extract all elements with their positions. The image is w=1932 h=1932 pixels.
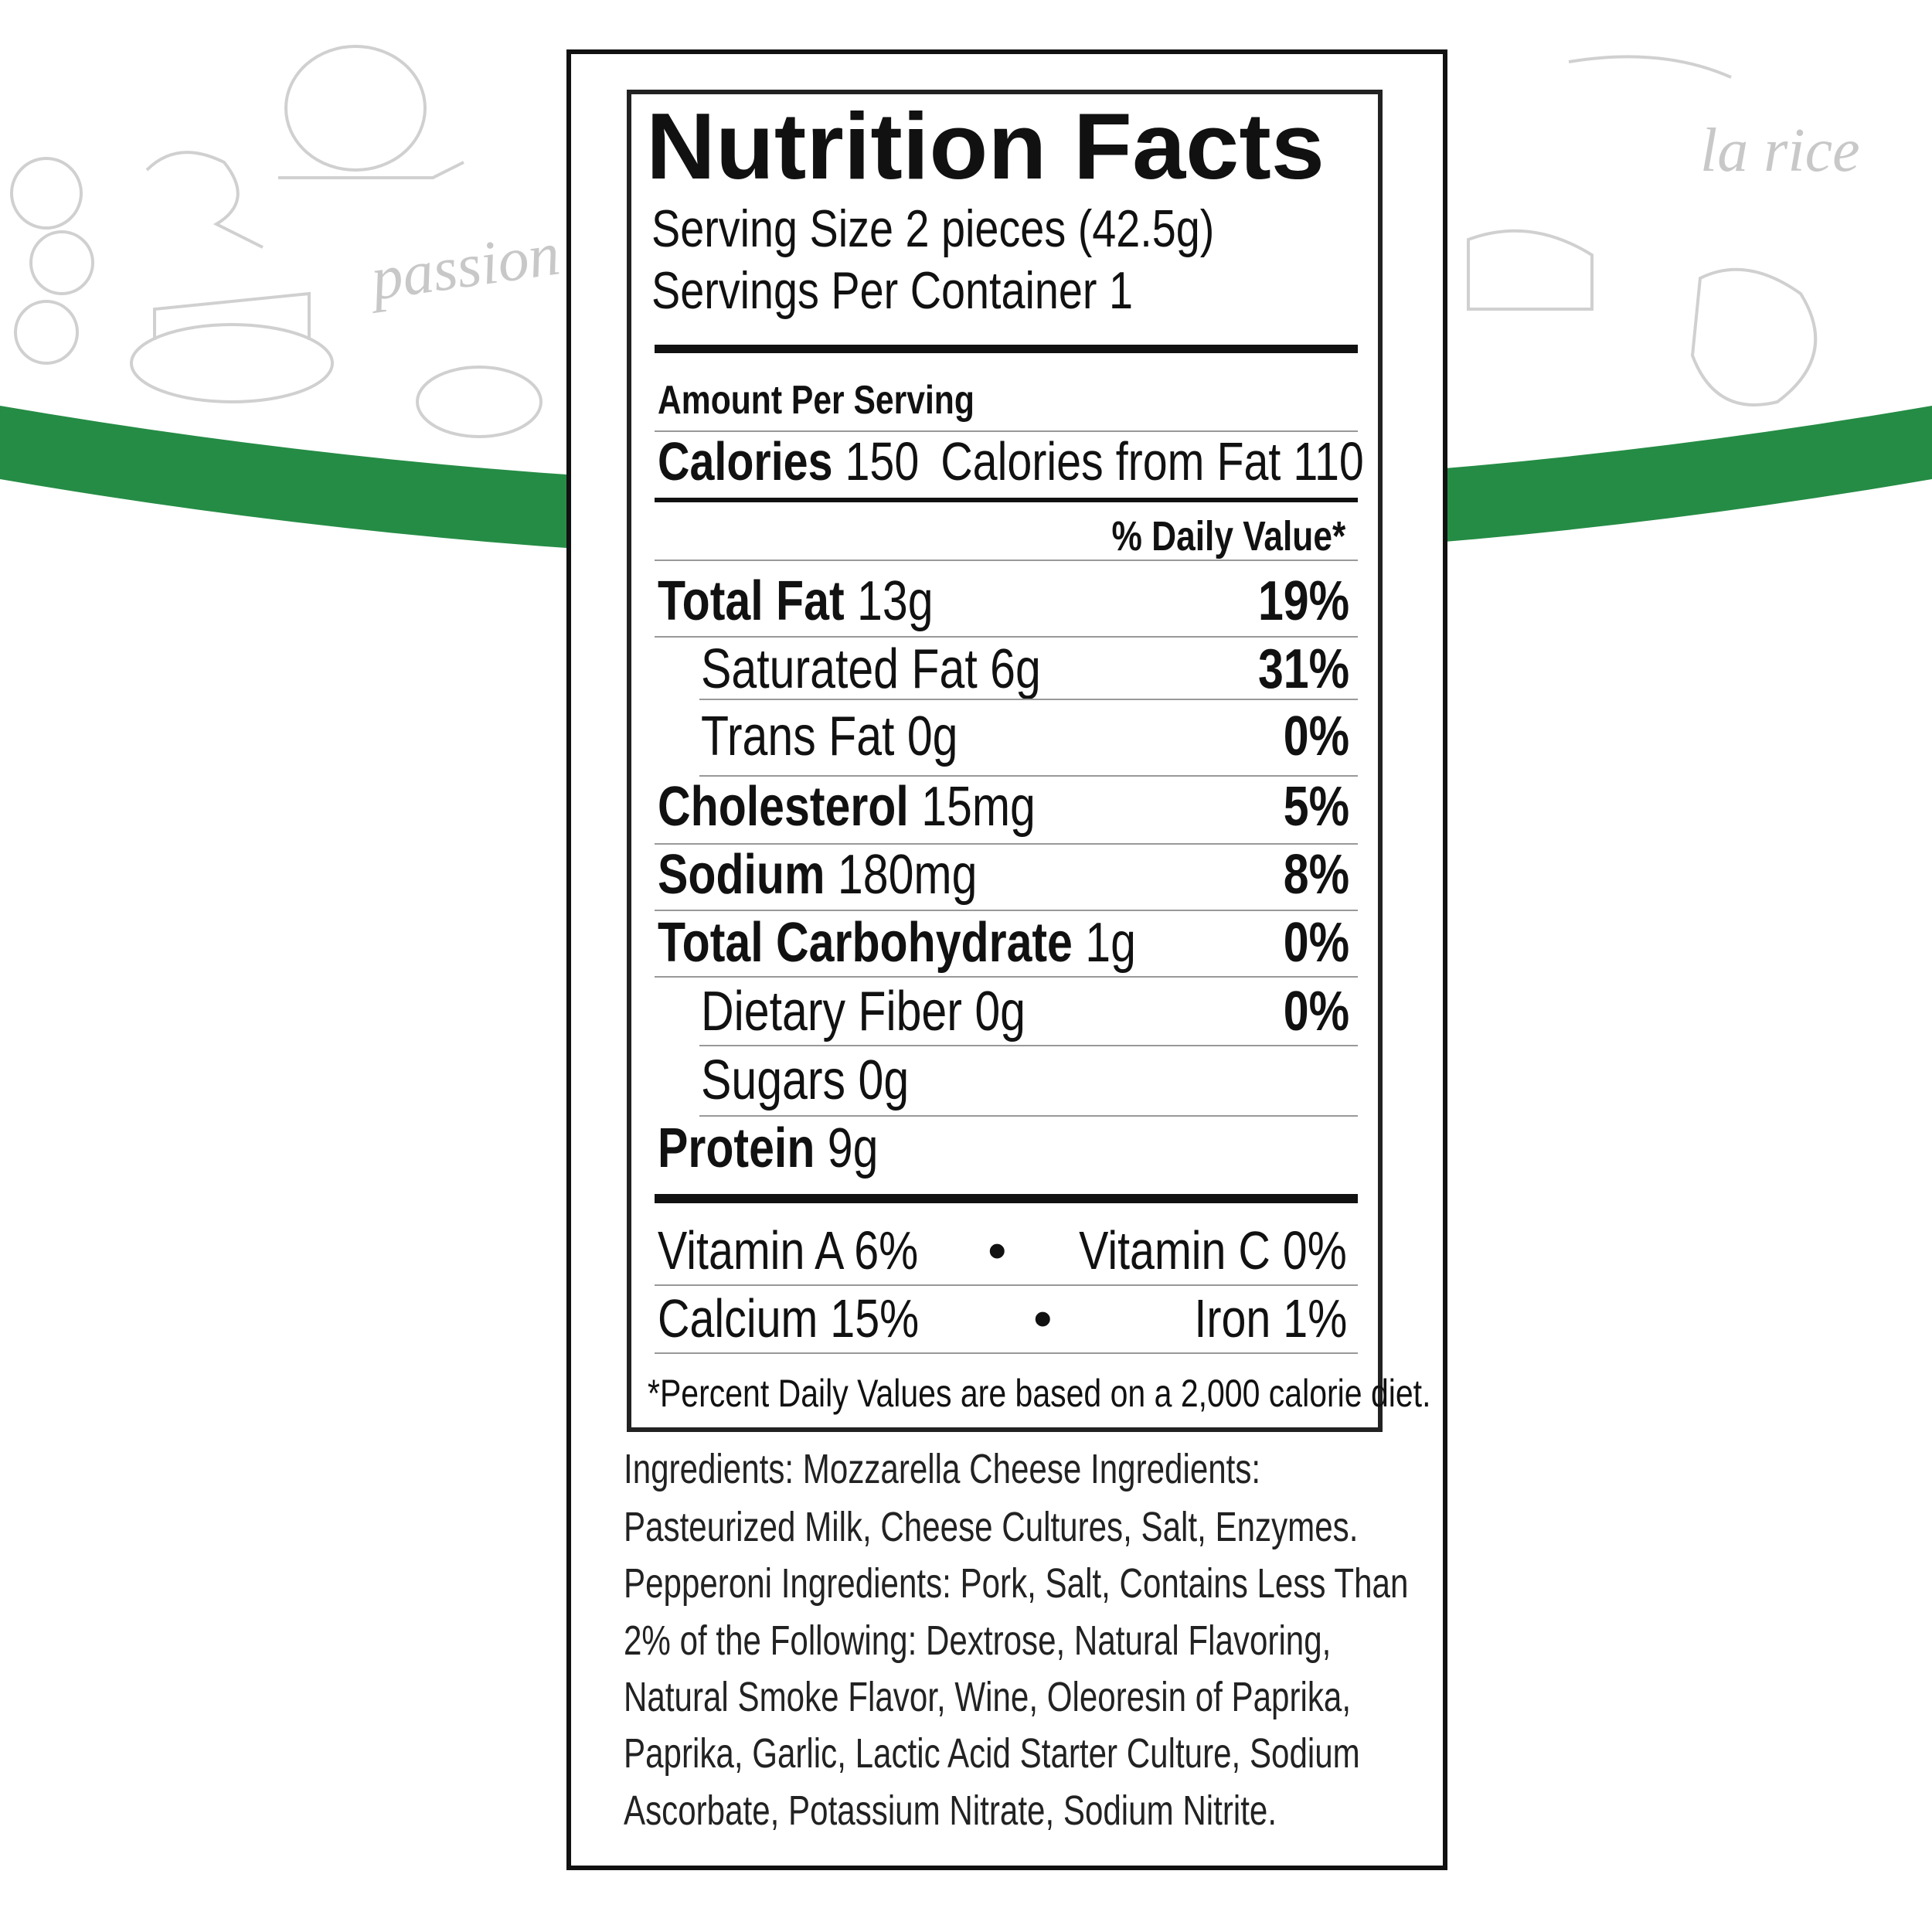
ingredients-line: Ascorbate, Potassium Nitrate, Sodium Nit… [624, 1787, 1277, 1834]
divider [655, 1284, 1358, 1286]
divider [655, 976, 1358, 978]
serving-size: Serving Size 2 pieces (42.5g) [651, 199, 1215, 258]
divider [655, 636, 1358, 638]
green-band [0, 406, 1932, 563]
ingredients-line: 2% of the Following: Dextrose, Natural F… [624, 1617, 1332, 1664]
nutrition-facts-box [627, 90, 1383, 1432]
divider [699, 699, 1358, 700]
ingredients-line: Pasteurized Milk, Cheese Cultures, Salt,… [624, 1504, 1359, 1550]
daily-value-percent: 8% [1283, 844, 1349, 906]
nutrient-row: Dietary Fiber 0g [701, 981, 1026, 1043]
daily-value-header: % Daily Value* [1111, 513, 1345, 560]
nutrient-row: Protein 9g [658, 1117, 879, 1179]
food-sketches [10, 45, 1818, 438]
divider [655, 843, 1358, 845]
divider [655, 1352, 1358, 1354]
nutrition-facts-title: Nutrition Facts [646, 94, 1325, 199]
daily-value-percent: 31% [1257, 638, 1349, 700]
amount-per-serving: Amount Per Serving [658, 378, 975, 423]
vitamin-a: Vitamin A 6% [658, 1220, 919, 1281]
thick-divider [655, 1194, 1358, 1203]
bullet: • [1033, 1288, 1053, 1349]
calcium: Calcium 15% [658, 1288, 920, 1349]
vitamin-c: Vitamin C 0% [1079, 1220, 1347, 1281]
divider [699, 775, 1358, 777]
ingredients-line: Natural Smoke Flavor, Wine, Oleoresin of… [624, 1674, 1352, 1720]
divider [655, 910, 1358, 911]
nutrient-row: Sodium 180mg [658, 844, 978, 906]
calories-row: Calories 150 [658, 431, 920, 492]
bullet: • [988, 1220, 1007, 1281]
medium-divider [655, 498, 1358, 502]
divider [655, 560, 1358, 561]
nutrient-row: Total Fat 13g [658, 570, 934, 632]
background-script-text: la rice [1700, 117, 1860, 185]
daily-value-percent: 5% [1283, 776, 1349, 838]
footnote: *Percent Daily Values are based on a 2,0… [648, 1372, 1431, 1415]
divider [699, 1115, 1358, 1117]
divider [699, 1045, 1358, 1046]
nutrient-row: Trans Fat 0g [701, 706, 958, 767]
ingredients-line: Ingredients: Mozzarella Cheese Ingredien… [624, 1446, 1261, 1492]
nutrient-row: Saturated Fat 6g [701, 638, 1041, 700]
calories-from-fat: Calories from Fat 110 [940, 431, 1364, 492]
daily-value-percent: 0% [1283, 912, 1349, 974]
nutrient-row: Sugars 0g [701, 1049, 910, 1111]
nutrient-row: Cholesterol 15mg [658, 776, 1036, 838]
divider [655, 430, 1358, 432]
daily-value-percent: 0% [1283, 981, 1349, 1043]
daily-value-percent: 0% [1283, 706, 1349, 767]
iron: Iron 1% [1194, 1288, 1347, 1349]
nutrient-row: Total Carbohydrate 1g [658, 912, 1136, 974]
daily-value-percent: 19% [1257, 570, 1349, 632]
thick-divider [655, 345, 1358, 353]
ingredients-line: Pepperoni Ingredients: Pork, Salt, Conta… [624, 1560, 1409, 1607]
servings-per-container: Servings Per Container 1 [651, 261, 1133, 320]
ingredients-line: Paprika, Garlic, Lactic Acid Starter Cul… [624, 1730, 1360, 1777]
